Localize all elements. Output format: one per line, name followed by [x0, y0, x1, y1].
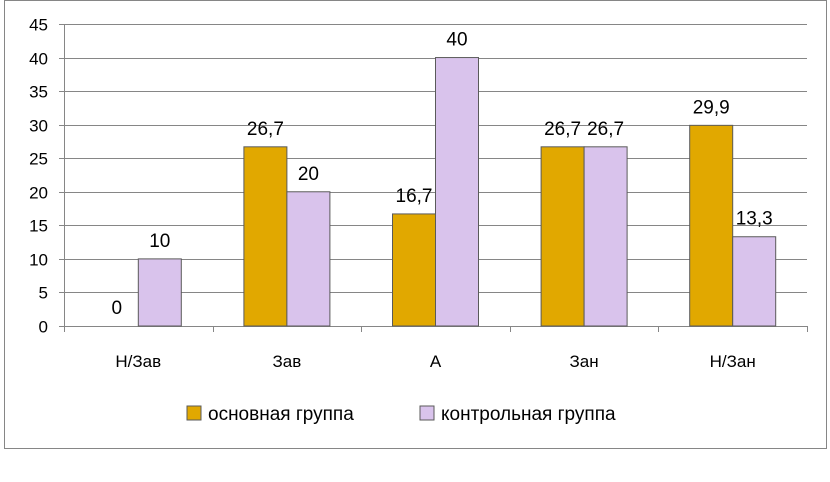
- y-tick-label: 15: [29, 217, 48, 236]
- bar: [583, 146, 628, 327]
- legend: основная группа контрольная группа: [186, 404, 616, 425]
- x-category-label: Н/Зан: [710, 352, 756, 371]
- y-tick-label: 5: [39, 284, 48, 303]
- x-category-label: Зан: [570, 352, 599, 371]
- data-label: 26,7: [247, 119, 284, 140]
- x-category-label: А: [430, 352, 442, 371]
- data-label: 40: [446, 30, 467, 51]
- y-tick-label: 35: [29, 83, 48, 102]
- legend-label: контрольная группа: [441, 404, 616, 425]
- x-category-label: Н/Зав: [115, 352, 161, 371]
- bar: [137, 258, 182, 327]
- y-tick-label: 30: [29, 117, 48, 136]
- y-tick-label: 40: [29, 50, 48, 69]
- y-tick-label: 10: [29, 251, 48, 270]
- legend-swatch: [186, 405, 202, 421]
- bar: [286, 191, 331, 327]
- data-label: 13,3: [736, 209, 773, 230]
- data-label: 0: [112, 298, 123, 319]
- data-label: 16,7: [396, 186, 433, 207]
- bars: [137, 57, 777, 327]
- data-label: 26,7: [587, 119, 624, 140]
- y-tick-label: 25: [29, 150, 48, 169]
- y-tick-label: 45: [29, 16, 48, 35]
- y-tick-label: 0: [39, 318, 48, 337]
- bar: [540, 146, 585, 327]
- y-tick-label: 20: [29, 184, 48, 203]
- bar: [392, 213, 436, 327]
- bar: [243, 146, 288, 327]
- legend-swatch: [419, 405, 435, 421]
- data-label: 29,9: [693, 97, 730, 118]
- data-label: 20: [298, 164, 319, 185]
- legend-label: основная группа: [208, 404, 354, 425]
- bar: [435, 57, 479, 327]
- bar: [732, 236, 777, 327]
- data-label: 26,7: [544, 119, 581, 140]
- data-labels: 0 10 26,7 20 16,7 40 26,7 26,7 29,9 13,3: [112, 30, 773, 319]
- bar: [689, 124, 734, 327]
- x-category-label: Зав: [273, 352, 302, 371]
- data-label: 10: [149, 231, 170, 252]
